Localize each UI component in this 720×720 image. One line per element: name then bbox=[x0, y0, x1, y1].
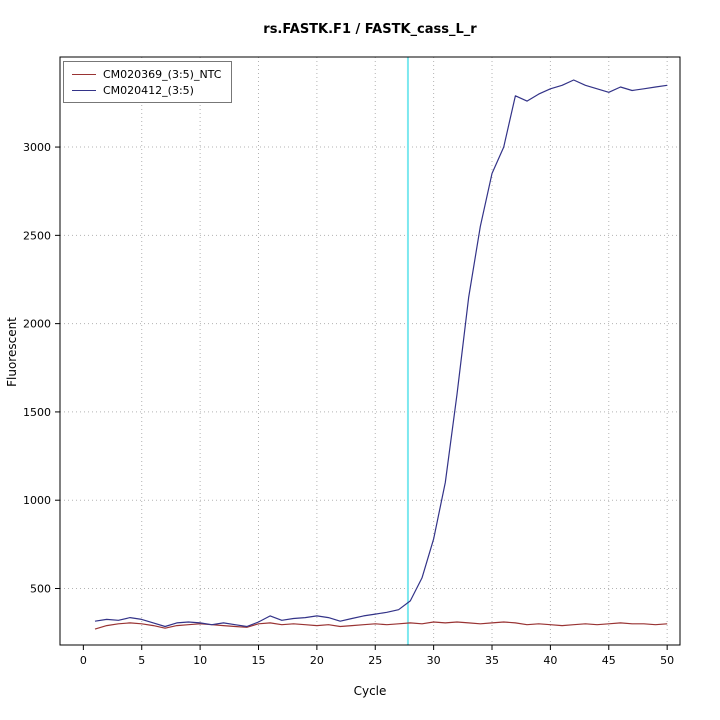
svg-text:1000: 1000 bbox=[23, 494, 51, 507]
svg-text:2000: 2000 bbox=[23, 318, 51, 331]
y-axis-label: Fluorescent bbox=[5, 317, 19, 387]
legend-label: CM020412_(3:5) bbox=[103, 83, 194, 97]
svg-text:25: 25 bbox=[368, 654, 382, 667]
svg-text:500: 500 bbox=[30, 582, 51, 595]
legend-label: CM020369_(3:5)_NTC bbox=[103, 67, 222, 81]
svg-text:0: 0 bbox=[80, 654, 87, 667]
svg-text:10: 10 bbox=[193, 654, 207, 667]
svg-text:1500: 1500 bbox=[23, 406, 51, 419]
svg-text:3000: 3000 bbox=[23, 141, 51, 154]
chart-title: rs.FASTK.F1 / FASTK_cass_L_r bbox=[263, 22, 477, 37]
legend-line-swatch bbox=[72, 73, 96, 75]
svg-text:40: 40 bbox=[543, 654, 557, 667]
svg-text:20: 20 bbox=[310, 654, 324, 667]
svg-text:5: 5 bbox=[138, 654, 145, 667]
svg-text:50: 50 bbox=[660, 654, 674, 667]
svg-text:35: 35 bbox=[485, 654, 499, 667]
svg-text:2500: 2500 bbox=[23, 229, 51, 242]
legend-item: CM020369_(3:5)_NTC bbox=[72, 66, 221, 82]
x-axis-label: Cycle bbox=[353, 684, 387, 698]
legend: CM020369_(3:5)_NTC CM020412_(3:5) bbox=[63, 61, 233, 103]
legend-line-swatch bbox=[72, 89, 96, 91]
svg-text:30: 30 bbox=[427, 654, 441, 667]
svg-text:15: 15 bbox=[251, 654, 265, 667]
legend-item: CM020412_(3:5) bbox=[72, 82, 221, 98]
svg-text:45: 45 bbox=[602, 654, 616, 667]
